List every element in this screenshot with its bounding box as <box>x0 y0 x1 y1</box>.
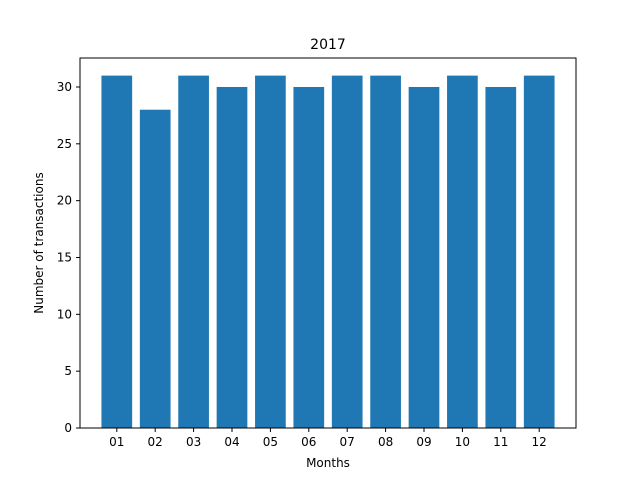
bar-06 <box>293 86 325 429</box>
bar-04 <box>216 86 248 429</box>
x-tick-label: 05 <box>263 435 278 449</box>
bars-group <box>101 75 555 429</box>
y-tick-label: 20 <box>57 194 72 208</box>
y-tick-label: 10 <box>57 307 72 321</box>
x-tick-label: 03 <box>186 435 201 449</box>
y-axis-label: Number of transactions <box>32 172 46 313</box>
bar-03 <box>178 75 209 429</box>
y-tick-label: 15 <box>57 250 72 264</box>
x-tick-label: 09 <box>416 435 431 449</box>
x-tick-label: 11 <box>493 435 508 449</box>
x-axis-label: Months <box>306 456 350 470</box>
y-tick-label: 25 <box>57 137 72 151</box>
bar-05 <box>255 75 286 429</box>
x-ticks-group: 01 02 03 04 05 06 07 08 09 10 11 12 <box>109 428 547 449</box>
y-ticks-group: 0 5 10 15 20 25 30 <box>57 80 80 435</box>
y-tick-label: 0 <box>64 421 72 435</box>
y-tick-label: 30 <box>57 80 72 94</box>
bar-10 <box>447 75 478 429</box>
bar-01 <box>101 75 133 429</box>
bar-12 <box>523 75 555 429</box>
x-tick-label: 12 <box>532 435 547 449</box>
x-tick-label: 02 <box>148 435 163 449</box>
axes-frame <box>79 57 577 429</box>
bar-07 <box>331 75 363 429</box>
bar-02 <box>139 109 171 428</box>
x-tick-label: 01 <box>109 435 124 449</box>
bar-11 <box>485 86 517 429</box>
chart-title: 2017 <box>310 37 346 53</box>
x-tick-label: 04 <box>224 435 239 449</box>
x-tick-label: 08 <box>378 435 393 449</box>
bar-09 <box>408 86 440 429</box>
x-tick-label: 10 <box>455 435 470 449</box>
x-tick-label: 07 <box>340 435 355 449</box>
y-tick-label: 5 <box>64 364 72 378</box>
x-tick-label: 06 <box>301 435 316 449</box>
bar-08 <box>370 75 401 429</box>
